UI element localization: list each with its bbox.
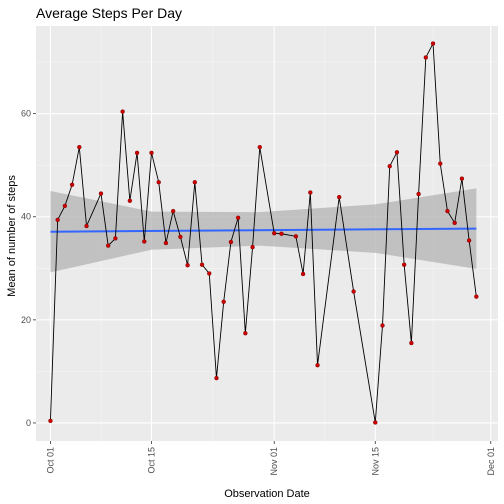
data-point [438, 161, 443, 166]
data-point [178, 234, 183, 240]
x-tick-label: Nov 15 [370, 447, 380, 476]
y-tick-label: 0 [26, 418, 31, 428]
data-points [48, 41, 479, 425]
data-point [430, 41, 436, 46]
x-tick-label: Oct 01 [45, 447, 55, 474]
data-point [387, 164, 392, 169]
x-axis: Oct 01 Oct 15 Nov 01 Nov 15 Dec 01 [45, 441, 496, 476]
x-tick-label: Oct 15 [147, 447, 157, 474]
data-point [380, 323, 385, 328]
data-point [113, 236, 118, 241]
data-point [84, 223, 89, 229]
data-point [48, 418, 53, 424]
data-point [272, 231, 277, 236]
series-line [49, 41, 477, 423]
data-point [77, 144, 82, 150]
data-point [163, 240, 169, 246]
data-point [98, 191, 104, 196]
data-point [221, 299, 226, 304]
y-tick-label: 60 [21, 109, 31, 119]
x-axis-title: Observation Date [224, 488, 310, 500]
data-point [134, 150, 140, 155]
y-axis-title: Mean of number of steps [6, 175, 18, 297]
data-point [55, 217, 60, 222]
data-point [351, 289, 356, 294]
data-point [452, 220, 457, 226]
data-point [235, 215, 241, 220]
x-tick-label: Dec 01 [486, 447, 496, 476]
data-point [214, 375, 219, 381]
data-point [149, 150, 154, 155]
data-point [423, 55, 428, 60]
data-point [185, 263, 190, 268]
data-point [315, 363, 320, 368]
data-point [300, 271, 306, 277]
data-point [199, 262, 205, 267]
data-point [228, 239, 234, 245]
data-point [127, 198, 132, 203]
chart-title: Average Steps Per Day [36, 5, 182, 21]
y-tick-label: 40 [21, 212, 31, 222]
data-point [293, 234, 299, 239]
data-point [394, 150, 400, 155]
data-point [409, 340, 414, 346]
data-point [337, 195, 342, 200]
data-point [171, 208, 176, 214]
data-point [466, 238, 472, 243]
data-point [142, 239, 147, 244]
y-axis: 0 20 40 60 [21, 109, 36, 428]
data-point [120, 109, 125, 114]
data-point [445, 208, 450, 214]
data-point [279, 231, 284, 236]
data-point [62, 203, 68, 209]
y-tick-label: 20 [21, 315, 31, 325]
x-tick-label: Nov 01 [269, 447, 279, 476]
data-point [243, 331, 248, 336]
data-point [69, 182, 75, 187]
data-point [257, 144, 262, 150]
data-point [106, 243, 111, 248]
data-point [156, 180, 161, 185]
data-point [459, 176, 465, 181]
data-point [373, 420, 378, 425]
trend-line-path [50, 227, 477, 233]
data-point [192, 180, 197, 185]
data-point [308, 190, 313, 195]
data-point [402, 262, 407, 267]
data-point [474, 294, 479, 299]
data-point [416, 191, 421, 197]
data-series [49, 41, 477, 423]
data-point [207, 271, 212, 276]
data-point [250, 245, 255, 250]
trend-line [50, 227, 477, 233]
